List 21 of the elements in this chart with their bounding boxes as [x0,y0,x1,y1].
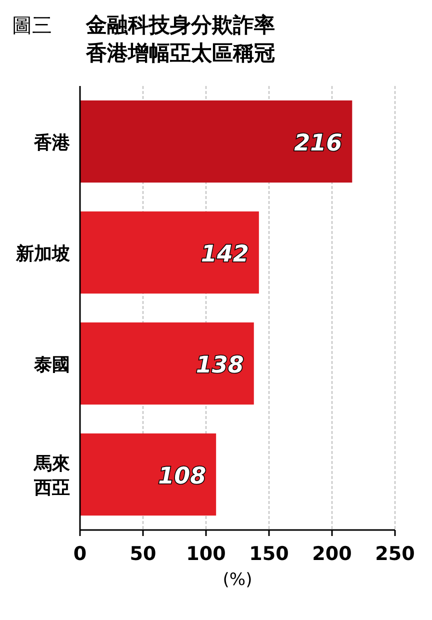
x-tick-label: 200 [312,543,352,565]
data-label: 216 [294,130,342,156]
y-tick-label: 新加坡 [15,244,70,264]
data-label: 108 [158,464,206,490]
x-axis-title: (%) [222,570,252,590]
bar [80,322,254,405]
x-tick-label: 100 [186,543,226,565]
x-tick-label: 150 [249,543,289,565]
bar [80,433,216,516]
y-tick-label: 馬來西亞 [33,454,70,498]
y-tick-label: 泰國 [33,354,70,376]
y-tick-label: 香港 [33,132,71,154]
data-label: 138 [196,352,244,378]
bar [80,100,352,183]
data-label: 142 [200,242,249,268]
x-tick-label: 0 [73,543,87,565]
text: 圖三 [12,13,52,37]
x-tick-label: 250 [375,543,415,565]
x-tick-label: 50 [130,543,156,565]
bar [80,211,259,294]
chart-title: 金融科技身分欺詐率香港增幅亞太區稱冠 [85,13,275,65]
